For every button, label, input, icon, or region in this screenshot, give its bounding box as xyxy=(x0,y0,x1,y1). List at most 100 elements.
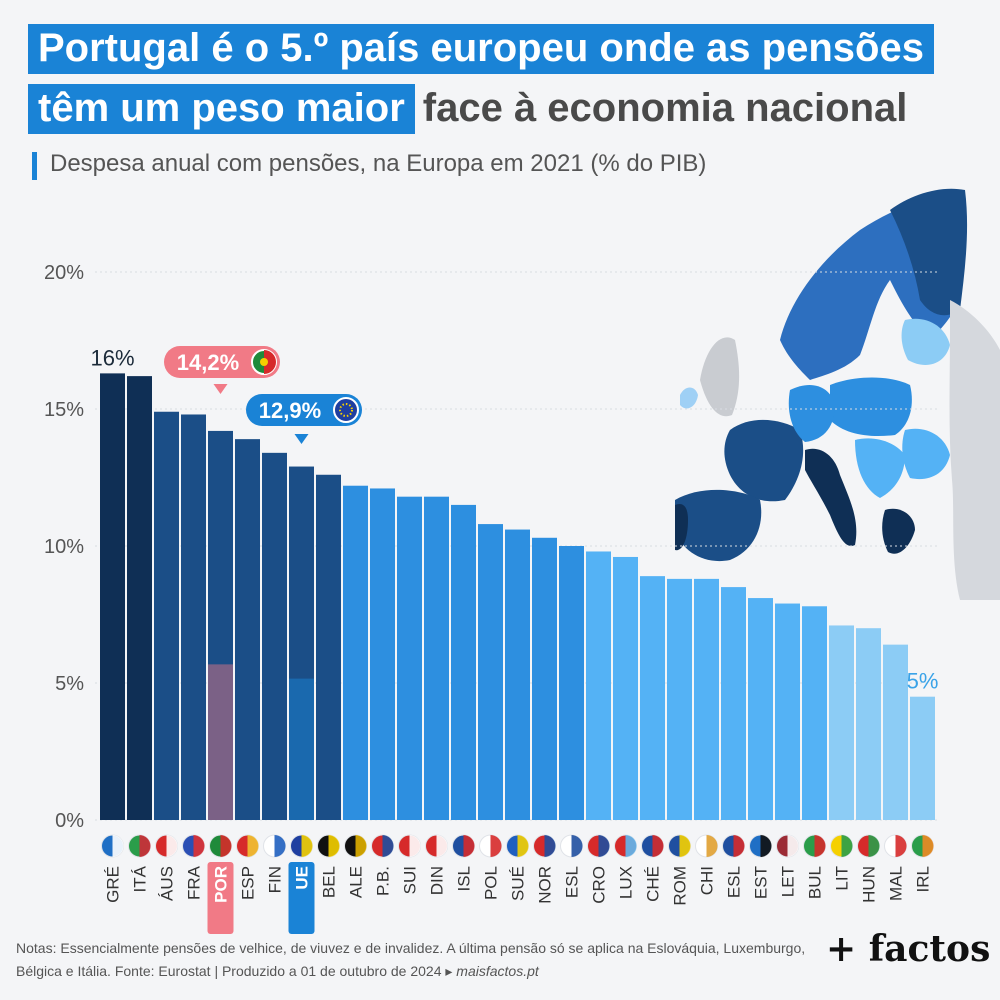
x-tick-label: POL xyxy=(482,866,501,900)
bar xyxy=(397,496,422,820)
bar xyxy=(424,496,449,820)
bar xyxy=(451,504,476,820)
bar xyxy=(370,488,395,820)
x-tick-label: SUÉ xyxy=(509,866,528,901)
category-highlight xyxy=(207,862,234,934)
bar xyxy=(532,537,557,820)
flag-half xyxy=(463,835,475,858)
brand-logo: + factos xyxy=(826,928,991,970)
callout-pointer xyxy=(213,384,228,394)
chart-subtitle: Despesa anual com pensões, na Europa em … xyxy=(50,150,707,177)
bar xyxy=(478,524,503,820)
flag-half xyxy=(598,835,610,858)
x-tick-label: GRÉ xyxy=(104,866,123,903)
x-tick-label: LET xyxy=(779,866,798,897)
title-line-1: Portugal é o 5.º país europeu onde as pe… xyxy=(28,24,934,74)
bar xyxy=(694,578,719,820)
x-tick-label: POR xyxy=(212,866,231,903)
callout-box xyxy=(164,346,280,378)
x-tick-label: SUI xyxy=(401,866,420,894)
bar xyxy=(748,598,773,820)
bar-highlight xyxy=(289,678,314,820)
flag-half xyxy=(706,835,718,858)
callout-box xyxy=(246,394,362,426)
flag-half xyxy=(247,835,259,858)
flag-half xyxy=(193,835,205,858)
x-tick-label: CHI xyxy=(698,866,717,895)
flag-half xyxy=(112,835,124,858)
flag-half xyxy=(760,835,772,858)
callout-value: 14,2% xyxy=(177,350,239,375)
bar xyxy=(154,411,179,820)
y-tick-label: 10% xyxy=(44,536,84,558)
bar xyxy=(208,430,233,820)
bar xyxy=(316,474,341,820)
bar-highlight xyxy=(208,664,233,820)
bar xyxy=(505,529,530,820)
x-tick-label: FIN xyxy=(266,866,285,893)
flag-half xyxy=(328,835,340,858)
flag-half xyxy=(544,835,556,858)
eu-flag-icon xyxy=(333,397,359,423)
bar xyxy=(235,439,260,820)
x-tick-label: ITÁ xyxy=(131,865,150,892)
x-tick-label: UE xyxy=(293,866,312,890)
x-tick-label: CHÉ xyxy=(644,866,663,902)
europe-map-icon xyxy=(675,188,1000,600)
x-tick-label: FRA xyxy=(185,865,204,900)
x-tick-label: ÁUS xyxy=(158,866,177,901)
flag-half xyxy=(301,835,313,858)
flag-half xyxy=(868,835,880,858)
x-tick-label: ROM xyxy=(671,866,690,906)
x-tick-label: MAL xyxy=(887,866,906,901)
title-part-1: Portugal é o 5.º país europeu onde as pe… xyxy=(28,24,934,74)
category-highlight xyxy=(288,862,315,934)
bar xyxy=(127,376,152,820)
bar xyxy=(775,603,800,820)
x-tick-label: ESL xyxy=(725,866,744,898)
flag-half xyxy=(382,835,394,858)
bar xyxy=(802,606,827,820)
bar xyxy=(559,546,584,820)
x-tick-label: ESP xyxy=(239,866,258,900)
y-tick-label: 5% xyxy=(55,673,84,695)
flag-half xyxy=(733,835,745,858)
data-label: 16% xyxy=(90,345,134,370)
flag-half xyxy=(787,835,799,858)
y-tick-label: 0% xyxy=(55,810,84,832)
bar xyxy=(262,452,287,820)
x-tick-label: HUN xyxy=(860,866,879,903)
flag-emblem xyxy=(260,358,268,366)
y-tick-label: 15% xyxy=(44,399,84,421)
chart-notes: Notas: Essencialmente pensões de velhice… xyxy=(16,937,806,983)
flag-half xyxy=(166,835,178,858)
x-tick-label: ISL xyxy=(455,866,474,892)
flag-half xyxy=(814,835,826,858)
flag-half xyxy=(652,835,664,858)
x-tick-label: IRL xyxy=(914,866,933,892)
x-tick-label: LIT xyxy=(833,866,852,891)
flag-half xyxy=(571,835,583,858)
x-tick-label: BEL xyxy=(320,866,339,898)
bar xyxy=(910,696,935,820)
title-line-2: têm um peso maior face à economia naciona… xyxy=(28,84,916,134)
notes-text: Notas: Essencialmente pensões de velhice… xyxy=(16,940,806,979)
x-tick-label: P.B. xyxy=(374,866,393,896)
callout-pointer xyxy=(294,434,309,444)
x-tick-label: ESL xyxy=(563,866,582,898)
callout-value: 12,9% xyxy=(259,398,321,423)
flag-half xyxy=(220,835,232,858)
bar xyxy=(883,644,908,820)
source-link[interactable]: maisfactos.pt xyxy=(456,963,539,979)
bar xyxy=(613,556,638,820)
bar xyxy=(181,414,206,820)
data-label: 5% xyxy=(907,669,939,694)
flag-half xyxy=(679,835,691,858)
bar xyxy=(586,551,611,820)
subtitle-accent-bar xyxy=(32,152,37,180)
flag-half xyxy=(517,835,529,858)
flag-half xyxy=(841,835,853,858)
flag-half xyxy=(490,835,502,858)
flag-half xyxy=(625,835,637,858)
bar xyxy=(667,578,692,820)
